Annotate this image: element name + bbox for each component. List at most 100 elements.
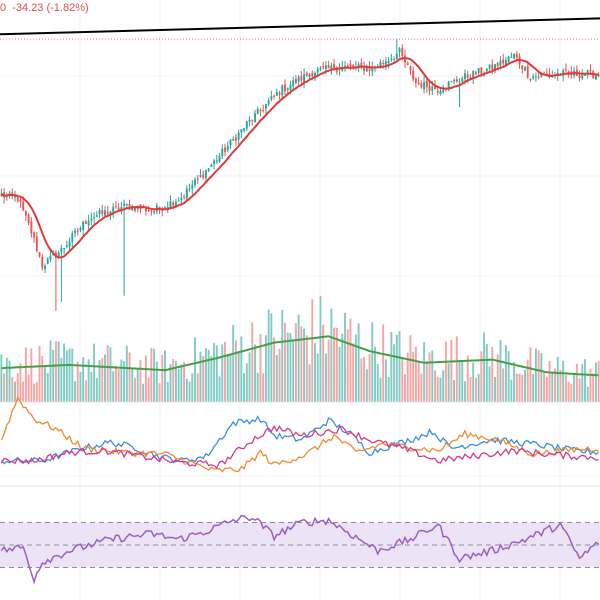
- candle[interactable]: [259, 108, 262, 117]
- candle[interactable]: [341, 61, 344, 72]
- volume-bar[interactable]: [297, 314, 300, 402]
- candle[interactable]: [188, 183, 191, 192]
- candle[interactable]: [365, 64, 368, 73]
- candle[interactable]: [84, 219, 87, 224]
- volume-bar[interactable]: [303, 328, 306, 402]
- candle[interactable]: [414, 77, 417, 88]
- candle[interactable]: [292, 76, 295, 89]
- candle[interactable]: [79, 226, 82, 233]
- volume-bar[interactable]: [537, 350, 540, 402]
- volume-bar[interactable]: [63, 343, 66, 402]
- volume-bar[interactable]: [425, 360, 428, 402]
- volume-bar[interactable]: [360, 358, 363, 402]
- volume-bar[interactable]: [436, 376, 439, 402]
- volume-bar[interactable]: [166, 381, 169, 402]
- candle[interactable]: [447, 80, 450, 92]
- volume-bar[interactable]: [161, 354, 164, 402]
- volume-bar[interactable]: [202, 356, 205, 402]
- volume-bar[interactable]: [534, 348, 537, 402]
- candle[interactable]: [273, 94, 276, 100]
- volume-bar[interactable]: [450, 339, 453, 402]
- candle[interactable]: [120, 202, 123, 215]
- candle[interactable]: [395, 39, 398, 60]
- candle[interactable]: [60, 244, 63, 302]
- candle[interactable]: [390, 53, 393, 62]
- candle[interactable]: [245, 120, 248, 131]
- candle[interactable]: [575, 65, 578, 77]
- volume-bar[interactable]: [79, 371, 82, 402]
- volume-bar[interactable]: [196, 373, 199, 402]
- volume-bar[interactable]: [267, 309, 270, 402]
- candle[interactable]: [420, 80, 423, 89]
- volume-bar[interactable]: [540, 353, 543, 402]
- candle[interactable]: [529, 78, 532, 82]
- candle[interactable]: [117, 203, 120, 211]
- volume-bar[interactable]: [155, 361, 158, 402]
- volume-bar[interactable]: [33, 383, 36, 402]
- candle[interactable]: [264, 103, 267, 114]
- volume-bar[interactable]: [120, 359, 123, 402]
- volume-bar[interactable]: [123, 361, 126, 402]
- candle[interactable]: [234, 134, 237, 146]
- volume-bar[interactable]: [109, 347, 112, 402]
- volume-bar[interactable]: [474, 377, 477, 402]
- volume-bar[interactable]: [344, 312, 346, 402]
- candle[interactable]: [251, 119, 254, 126]
- volume-bar[interactable]: [515, 373, 518, 402]
- volume-bar[interactable]: [144, 355, 147, 402]
- candle[interactable]: [210, 163, 213, 168]
- volume-bar[interactable]: [349, 318, 352, 402]
- candle[interactable]: [199, 169, 202, 178]
- candle[interactable]: [354, 60, 357, 71]
- volume-bar[interactable]: [41, 356, 44, 402]
- candle[interactable]: [327, 60, 330, 69]
- candle[interactable]: [213, 158, 216, 170]
- candle[interactable]: [161, 206, 164, 217]
- candle[interactable]: [123, 199, 126, 296]
- candle[interactable]: [90, 212, 93, 226]
- candle[interactable]: [349, 60, 352, 71]
- volume-bar[interactable]: [368, 354, 371, 402]
- volume-bar[interactable]: [390, 331, 393, 402]
- candle[interactable]: [450, 80, 453, 83]
- volume-bar[interactable]: [114, 365, 117, 402]
- rsi-panel[interactable]: [0, 514, 600, 585]
- volume-bar[interactable]: [82, 357, 85, 402]
- candle[interactable]: [74, 227, 76, 238]
- volume-bar[interactable]: [237, 351, 240, 402]
- volume-bar[interactable]: [106, 345, 109, 402]
- candle[interactable]: [344, 61, 346, 72]
- volume-bar[interactable]: [169, 364, 172, 402]
- candle[interactable]: [398, 47, 401, 58]
- volume-bar[interactable]: [52, 349, 55, 402]
- volume-bar[interactable]: [281, 310, 284, 402]
- volume-bar[interactable]: [264, 335, 267, 402]
- candle[interactable]: [194, 177, 196, 188]
- candle[interactable]: [54, 249, 57, 311]
- candle[interactable]: [521, 65, 524, 74]
- candle[interactable]: [44, 263, 46, 273]
- volume-bar[interactable]: [472, 362, 475, 402]
- volume-bar[interactable]: [117, 369, 120, 402]
- candle[interactable]: [11, 188, 14, 200]
- volume-bar[interactable]: [74, 381, 76, 402]
- volume-bar[interactable]: [136, 369, 139, 402]
- volume-bar[interactable]: [35, 382, 38, 402]
- volume-bar[interactable]: [207, 349, 210, 402]
- candle[interactable]: [502, 54, 505, 67]
- volume-bar[interactable]: [49, 340, 52, 402]
- volume-bar[interactable]: [409, 335, 412, 402]
- volume-bar[interactable]: [581, 364, 584, 402]
- volume-bar[interactable]: [183, 362, 186, 402]
- volume-bar[interactable]: [513, 362, 516, 402]
- volume-bar[interactable]: [30, 348, 33, 402]
- candle[interactable]: [316, 66, 319, 76]
- candle[interactable]: [254, 109, 256, 123]
- volume-bar[interactable]: [259, 333, 262, 402]
- volume-bar[interactable]: [289, 333, 292, 402]
- candle[interactable]: [423, 75, 426, 94]
- volume-bar[interactable]: [286, 332, 289, 402]
- volume-bar[interactable]: [191, 373, 194, 402]
- volume-bar[interactable]: [210, 356, 213, 402]
- volume-bar[interactable]: [507, 351, 510, 402]
